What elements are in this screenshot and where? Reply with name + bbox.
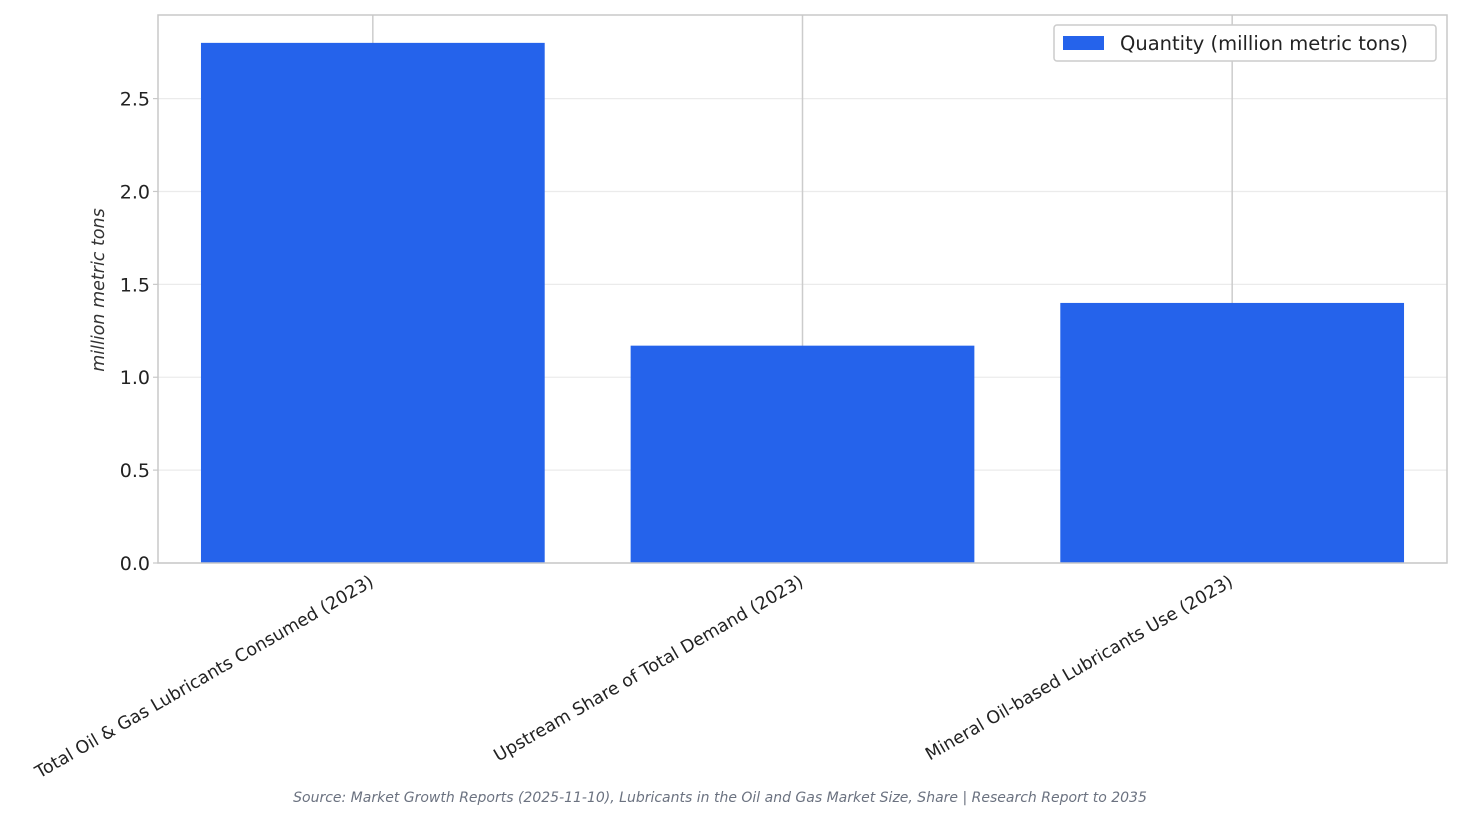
bar bbox=[1060, 302, 1405, 563]
y-axis-ticks: 0.0 0.5 1.0 1.5 2.0 2.5 bbox=[120, 89, 158, 575]
legend-swatch bbox=[1063, 36, 1104, 50]
x-axis-labels: Total Oil & Gas Lubricants Consumed (202… bbox=[31, 572, 1237, 783]
legend: Quantity (million metric tons) bbox=[1053, 24, 1437, 62]
x-tick-label: Mineral Oil-based Lubricants Use (2023) bbox=[922, 572, 1236, 765]
legend-box bbox=[1053, 24, 1437, 62]
y-axis-label: million metric tons bbox=[89, 208, 109, 372]
y-tick-label: 0.0 bbox=[120, 553, 150, 575]
bar bbox=[630, 345, 975, 563]
source-note: Source: Market Growth Reports (2025-11-1… bbox=[293, 790, 1147, 806]
y-tick-label: 2.5 bbox=[120, 89, 150, 111]
y-tick-label: 1.0 bbox=[120, 367, 150, 389]
legend-label: Quantity (million metric tons) bbox=[1120, 32, 1408, 55]
x-tick-label: Total Oil & Gas Lubricants Consumed (202… bbox=[31, 572, 377, 783]
y-tick-label: 2.0 bbox=[120, 181, 150, 203]
bars-layer bbox=[200, 42, 1405, 564]
y-tick-label: 1.5 bbox=[120, 274, 150, 296]
y-tick-label: 0.5 bbox=[120, 460, 150, 482]
x-tick-label: Upstream Share of Total Demand (2023) bbox=[491, 572, 807, 766]
plot-frame bbox=[157, 14, 1448, 564]
bar bbox=[200, 42, 545, 564]
